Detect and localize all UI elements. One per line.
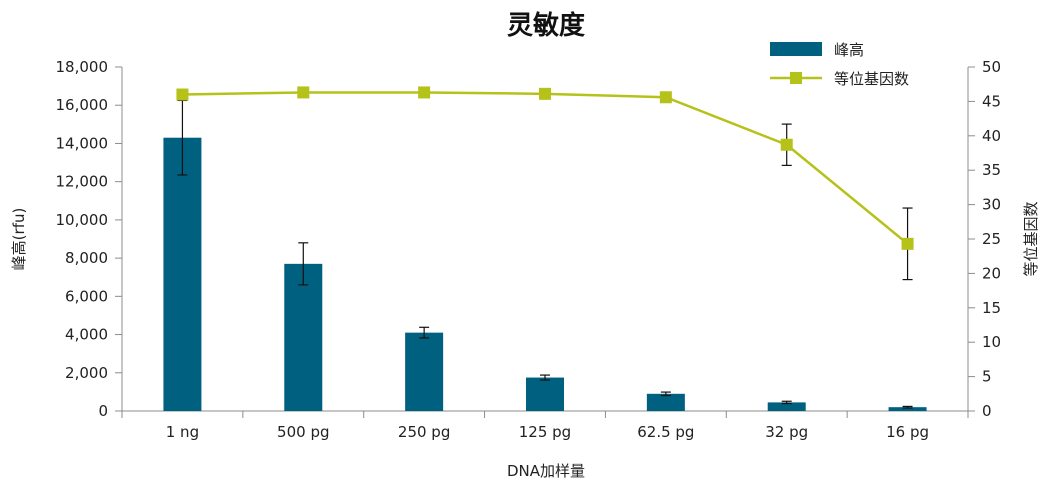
left-axis-tick-label: 8,000: [65, 249, 108, 267]
right-axis-tick-label: 40: [982, 127, 1001, 145]
x-axis-tick-label: 62.5 pg: [637, 423, 694, 441]
line-point: [539, 87, 551, 100]
right-axis-tick-label: 35: [982, 161, 1001, 179]
left-y-axis: 0 2,000 4,000 6,000 8,000 10,000 12,000 14,000 1…: [56, 58, 123, 420]
line-point: [659, 91, 672, 104]
bar: [284, 263, 323, 411]
line-point: [780, 138, 793, 151]
x-axis-tick-label: 125 pg: [519, 423, 571, 441]
right-axis-tick-label: 30: [982, 196, 1001, 214]
x-axis: 1 ng 500 pg 250 pg 125 pg 62.5 pg 32 pg 16 pg: [121, 410, 969, 441]
right-axis-tick-label: 0: [982, 402, 992, 420]
bar-error-bar: [540, 374, 550, 381]
x-axis-tick-label: 500 pg: [277, 423, 329, 441]
line-point: [297, 86, 310, 99]
line-series-group: [176, 86, 914, 281]
legend: 峰高 等位基因数: [770, 41, 909, 88]
legend-line-label: 等位基因数: [834, 70, 909, 88]
x-axis-tick-label: 250 pg: [398, 423, 450, 441]
bar-error-bar: [419, 326, 430, 339]
y-axis-right-title: 等位基因数: [1022, 201, 1040, 276]
legend-bar-swatch: [770, 42, 822, 56]
chart-title: 灵敏度: [507, 10, 585, 41]
left-axis-tick-label: 4,000: [65, 326, 108, 344]
line-point: [418, 86, 431, 99]
line-point: [176, 88, 189, 101]
bar-error-bar: [660, 391, 671, 397]
y-axis-left-title: 峰高(rfu): [10, 208, 28, 271]
left-axis-tick-label: 0: [98, 402, 108, 420]
bar-error-bar: [781, 400, 792, 405]
right-axis-tick-label: 5: [982, 368, 992, 386]
x-axis-tick-label: 1 ng: [166, 423, 199, 441]
bar: [888, 407, 927, 411]
line-point: [901, 237, 914, 250]
left-axis-tick-label: 6,000: [65, 287, 108, 305]
bar: [767, 402, 806, 411]
left-axis-tick-label: 12,000: [56, 173, 109, 191]
bar-error-bars-group: [177, 99, 913, 409]
legend-bar-label: 峰高: [834, 41, 864, 59]
left-axis-tick-label: 2,000: [65, 364, 108, 382]
bar-error-bar: [298, 242, 309, 286]
bar: [163, 137, 202, 411]
bar-error-bar: [902, 405, 913, 409]
left-axis-tick-label: 18,000: [56, 58, 109, 76]
right-axis-tick-label: 25: [982, 230, 1001, 248]
left-axis-tick-label: 10,000: [56, 211, 109, 229]
bar: [405, 332, 444, 411]
bar-series-group: [163, 137, 927, 411]
right-axis-tick-label: 45: [982, 92, 1001, 110]
right-axis-tick-label: 50: [982, 58, 1001, 76]
legend-line-marker: [790, 72, 802, 84]
x-axis-tick-label: 16 pg: [886, 423, 929, 441]
bar: [646, 393, 685, 411]
bar: [526, 377, 564, 411]
left-axis-tick-label: 16,000: [56, 96, 109, 114]
right-axis-tick-label: 20: [982, 264, 1001, 282]
left-axis-tick-label: 14,000: [56, 134, 109, 152]
right-axis-tick-label: 10: [982, 333, 1001, 351]
x-axis-tick-label: 32 pg: [765, 423, 808, 441]
right-axis-tick-label: 15: [982, 299, 1001, 317]
right-y-axis: 0 5 10 15 20 25 30 35 40 45 50: [967, 58, 1001, 420]
x-axis-title: DNA加样量: [507, 462, 585, 480]
line-series-path: [182, 91, 909, 245]
